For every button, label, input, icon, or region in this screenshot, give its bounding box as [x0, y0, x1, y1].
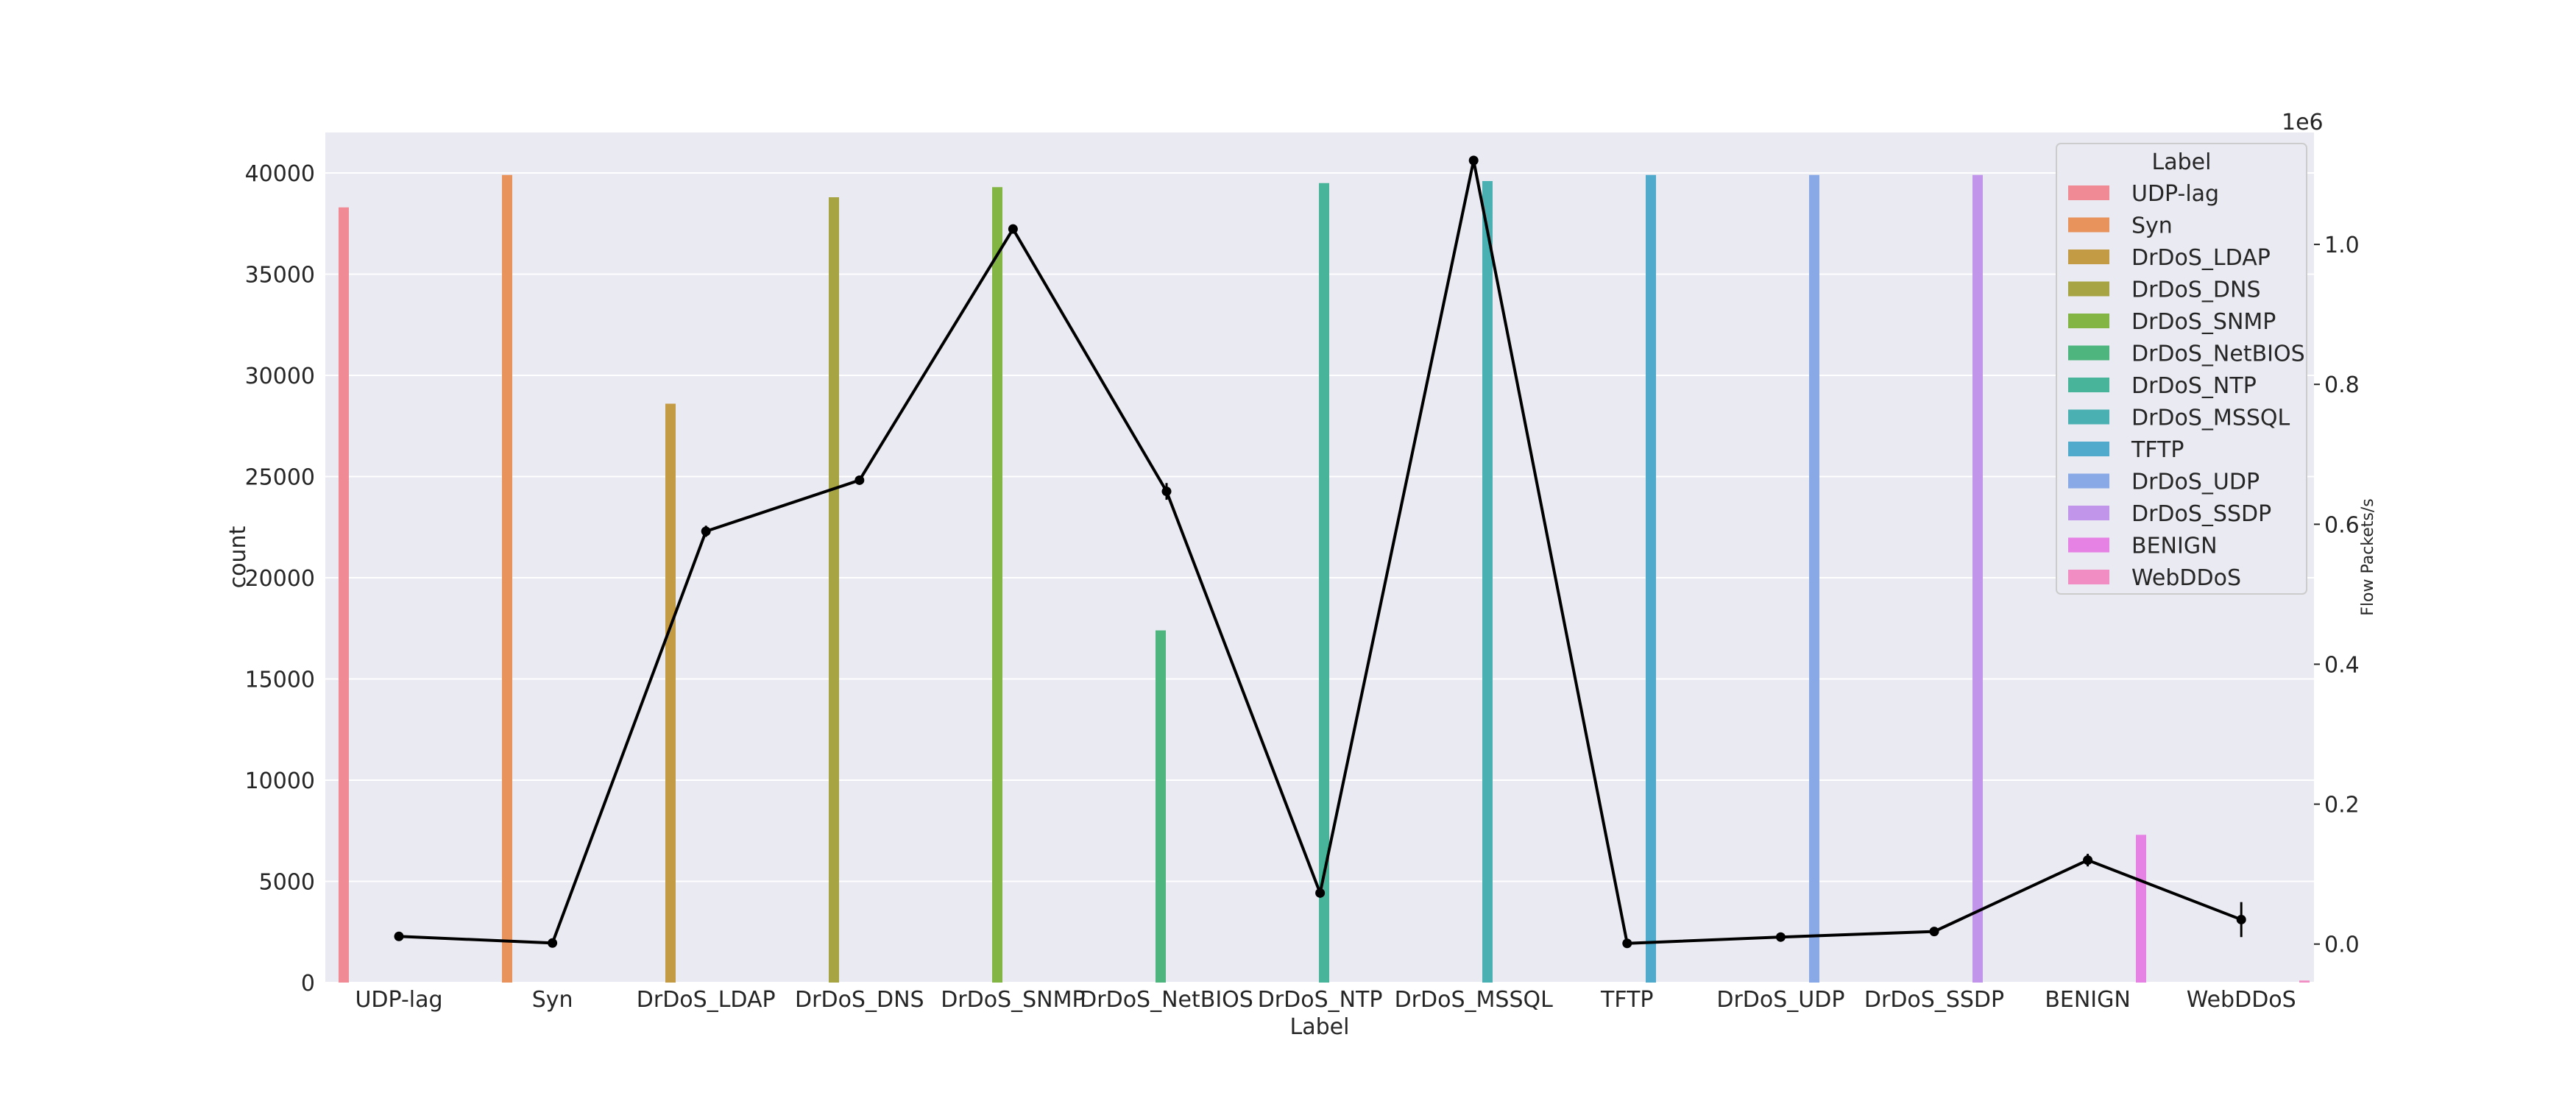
- y-axis-label: count: [225, 526, 251, 588]
- flow-point-DrDoS_NetBIOS: [1161, 486, 1172, 497]
- legend-swatch: [2068, 217, 2109, 233]
- bars: [339, 174, 2310, 983]
- bar-DrDoS_DNS: [829, 197, 839, 983]
- flow-point-Syn: [548, 938, 558, 948]
- x-tick-label: TFTP: [1600, 987, 1653, 1013]
- bar-DrDoS_LDAP: [665, 403, 676, 983]
- y2-tick-label: 0.4: [2324, 652, 2360, 678]
- bar-DrDoS_MSSQL: [1482, 181, 1493, 983]
- x-tick-label: DrDoS_NetBIOS: [1080, 987, 1253, 1013]
- bar-DrDoS_SNMP: [992, 187, 1002, 983]
- flow-point-DrDoS_NTP: [1315, 888, 1326, 898]
- legend-swatch: [2068, 345, 2109, 361]
- flow-point-UDP-lag: [394, 931, 404, 941]
- y-tick-label: 20000: [245, 566, 315, 592]
- flow-point-DrDoS_MSSQL: [1468, 155, 1479, 166]
- y2-axis-ticks: 0.0 0.2 0.4 0.6 0.8 1.0: [2314, 233, 2360, 958]
- legend-label: DrDoS_UDP: [2131, 470, 2260, 495]
- x-tick-label: UDP-lag: [355, 987, 442, 1013]
- x-tick-label: DrDoS_UDP: [1716, 987, 1844, 1013]
- legend-swatch: [2068, 185, 2109, 200]
- legend-swatch: [2068, 409, 2109, 425]
- flow-point-DrDoS_UDP: [1775, 932, 1786, 942]
- legend-label: DrDoS_DNS: [2131, 277, 2261, 303]
- x-tick-label: Syn: [532, 987, 573, 1013]
- legend-label: BENIGN: [2131, 534, 2218, 559]
- y-tick-label: 40000: [245, 161, 315, 187]
- legend-swatch: [2068, 537, 2109, 553]
- y2-tick-label: 0.8: [2324, 372, 2360, 398]
- x-tick-label: DrDoS_NTP: [1258, 987, 1383, 1013]
- y-tick-label: 5000: [259, 870, 315, 896]
- y2-axis-exponent: 1e6: [2282, 110, 2324, 135]
- flow-point-DrDoS_SSDP: [1929, 927, 1939, 937]
- bar-BENIGN: [2136, 835, 2146, 983]
- legend-label: TFTP: [2131, 437, 2184, 463]
- x-tick-label: DrDoS_SNMP: [941, 987, 1085, 1013]
- flow-point-DrDoS_SNMP: [1008, 224, 1018, 234]
- legend-label: DrDoS_SNMP: [2131, 309, 2276, 335]
- y-tick-label: 15000: [245, 668, 315, 693]
- legend-label: WebDDoS: [2131, 565, 2241, 591]
- x-tick-label: BENIGN: [2045, 987, 2131, 1013]
- legend-label: Syn: [2131, 213, 2173, 239]
- bar-DrDoS_NTP: [1319, 183, 1329, 983]
- y-tick-label: 35000: [245, 263, 315, 289]
- legend-title: Label: [2152, 149, 2212, 175]
- x-tick-label: DrDoS_MSSQL: [1395, 987, 1554, 1013]
- y-axis-ticks: 0 5000 10000 15000 20000 25000 30000 35000 40000: [245, 161, 315, 997]
- flow-point-DrDoS_DNS: [854, 475, 865, 485]
- legend-label: UDP-lag: [2131, 181, 2219, 207]
- y2-axis-label: Flow Packets/s: [2359, 498, 2377, 616]
- legend-swatch: [2068, 506, 2109, 520]
- y2-tick-label: 1.0: [2324, 233, 2360, 258]
- bar-DrDoS_UDP: [1809, 174, 1819, 983]
- bar-DrDoS_NetBIOS: [1156, 630, 1166, 983]
- legend-swatch: [2068, 442, 2109, 456]
- y-tick-label: 25000: [245, 465, 315, 491]
- x-axis-ticks: UDP-lag Syn DrDoS_LDAP DrDoS_DNS DrDoS_SNMPD…: [355, 987, 2296, 1013]
- flow-point-BENIGN: [2083, 855, 2093, 866]
- bar-UDP-lag: [339, 207, 349, 983]
- y-tick-label: 30000: [245, 364, 315, 389]
- bar-WebDDoS: [2299, 980, 2310, 983]
- y2-tick-label: 0.6: [2324, 512, 2360, 538]
- legend-label: DrDoS_NTP: [2131, 373, 2257, 399]
- flow-point-WebDDoS: [2236, 914, 2246, 924]
- bar-DrDoS_SSDP: [1972, 174, 1983, 983]
- flow-packets-line: [394, 155, 2246, 949]
- legend-swatch: [2068, 473, 2109, 489]
- x-tick-label: DrDoS_DNS: [795, 987, 924, 1013]
- legend-label: DrDoS_SSDP: [2131, 501, 2271, 527]
- legend-swatch: [2068, 281, 2109, 297]
- legend-frame: [2056, 143, 2307, 595]
- legend-label: DrDoS_NetBIOS: [2131, 342, 2305, 367]
- legend-swatch: [2068, 250, 2109, 264]
- y-tick-label: 0: [301, 971, 315, 997]
- x-tick-label: WebDDoS: [2187, 987, 2296, 1013]
- legend-swatch: [2068, 378, 2109, 392]
- legend: Label UDP-lag Syn DrDoS_LDAP DrDoS_DNS DrDoS…: [2056, 143, 2307, 595]
- x-tick-label: DrDoS_LDAP: [637, 987, 776, 1013]
- legend-swatch: [2068, 570, 2109, 584]
- flow-point-DrDoS_LDAP: [701, 526, 711, 537]
- flow-point-TFTP: [1622, 938, 1632, 949]
- x-axis-label: Label: [1290, 1014, 1350, 1040]
- legend-label: DrDoS_MSSQL: [2131, 406, 2290, 431]
- legend-swatch: [2068, 314, 2109, 328]
- legend-label: DrDoS_LDAP: [2131, 245, 2271, 271]
- bar-TFTP: [1646, 174, 1656, 983]
- y2-tick-label: 0.2: [2324, 793, 2360, 818]
- x-tick-label: DrDoS_SSDP: [1864, 987, 2004, 1013]
- bar-Syn: [502, 174, 512, 983]
- y-tick-label: 10000: [245, 768, 315, 794]
- legend-items: UDP-lag Syn DrDoS_LDAP DrDoS_DNS DrDoS_SNMP D…: [2068, 181, 2305, 591]
- y2-tick-label: 0.0: [2324, 933, 2360, 958]
